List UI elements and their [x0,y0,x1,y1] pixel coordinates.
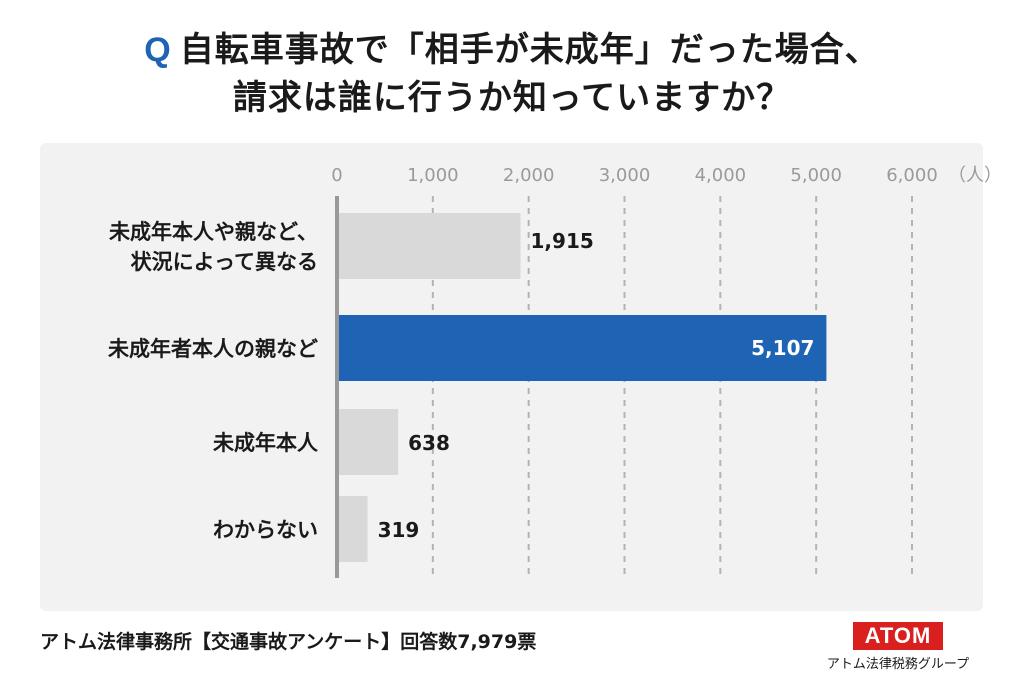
unit-label: （人） [948,165,1002,186]
bar [337,409,399,475]
title-line-2: 請求は誰に行うか知っていますか？ [232,78,792,118]
category-label: 未成年者本人の親など [108,337,318,361]
brand-block: ATOM アトム法律税務グループ [808,622,988,672]
bar-value-label: 638 [408,431,450,455]
bar [337,496,368,562]
atom-logo: ATOM [852,622,944,650]
x-tick-label: 5,000 [790,165,842,186]
brand-subtitle: アトム法律税務グループ [826,657,970,672]
bar-value-label: 319 [378,518,420,542]
category-label: 未成年本人 [213,431,318,455]
title-line-1: Q 自転車事故で「相手が未成年」だった場合、 [0,26,1024,74]
x-tick-label: 2,000 [503,165,555,186]
category-label: 未成年本人や親など、 [109,220,318,244]
survey-source: アトム法律事務所【交通事故アンケート】回答数7,979票 [40,631,537,653]
bar [337,213,521,279]
x-tick-label: 4,000 [695,165,747,186]
x-tick-label: 1,000 [407,165,459,186]
x-tick-label: 3,000 [599,165,651,186]
title-text-1: 自転車事故で「相手が未成年」だった場合、 [179,30,880,70]
bar-value-label: 5,107 [751,336,814,360]
x-tick-label: 6,000 [886,165,938,186]
bar [337,315,827,381]
chart-title: Q 自転車事故で「相手が未成年」だった場合、 請求は誰に行うか知っていますか？ [0,26,1024,122]
category-label: 状況によって異なる [131,250,318,274]
x-tick-label: 0 [331,165,342,186]
q-mark: Q [144,31,172,69]
category-label: わからない [213,518,318,542]
bar-value-label: 1,915 [531,229,594,253]
